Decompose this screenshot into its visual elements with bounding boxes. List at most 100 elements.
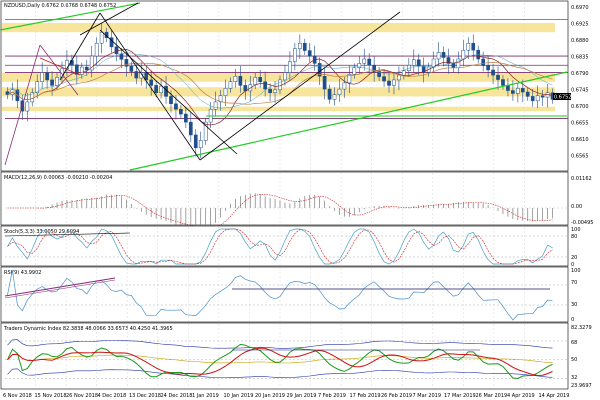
time-axis-label: 10 Jan 2019: [224, 393, 254, 399]
time-axis-label: 7 Mar 2019: [413, 393, 442, 399]
candle-body: [297, 42, 302, 49]
candle-body: [525, 91, 530, 97]
candle-body: [496, 74, 500, 80]
rsi-tick-0: 0: [571, 317, 574, 323]
candle-body: [198, 140, 203, 149]
stoch-tick-100: 100: [571, 227, 581, 233]
time-axis-label: 1 Jan 2019: [192, 393, 219, 399]
support-resistance-zone: [2, 72, 555, 82]
candle-body: [327, 88, 332, 100]
stochastic-pane[interactable]: Stoch(5,3,3) 33.0050 29.6094 100 80 20 0: [0, 225, 581, 268]
moving-average-slow: [7, 62, 553, 105]
time-axis-label: 14 Apr 2019: [539, 393, 570, 399]
candle-body: [75, 64, 79, 75]
candle-body: [124, 59, 129, 67]
candle-body: [55, 77, 59, 86]
trendlines[interactable]: [0, 2, 568, 171]
current-price-label: 0.6752: [554, 95, 572, 101]
candle-body: [283, 72, 287, 81]
macd-tick-zero: 0.00: [571, 204, 582, 210]
candle-body: [516, 88, 520, 94]
rsi-pane[interactable]: RSI(9) 43.9902 100 70 30 0: [0, 266, 581, 323]
candle-body: [367, 58, 372, 66]
candle-body: [35, 81, 40, 94]
candle-body: [352, 67, 357, 75]
time-axis-label: 17 Feb 2019: [350, 393, 381, 399]
tdi-tick-32: 32: [571, 375, 577, 381]
candle-body: [377, 71, 381, 77]
trendline: [39, 57, 81, 76]
candle-body: [94, 42, 99, 57]
candle-body: [411, 59, 416, 66]
tdi-pane[interactable]: Traders Dynamic Index 82.3838 48.0066 33…: [0, 322, 592, 390]
rsi-trendline-1[interactable]: [4, 277, 116, 297]
tdi-tick-bottom: 23.9697: [571, 383, 592, 389]
stoch-main-line: [7, 228, 553, 265]
candle-body: [347, 74, 352, 84]
stoch-tick-80: 80: [571, 234, 577, 240]
trendline: [99, 29, 238, 155]
candle-body: [278, 79, 282, 91]
rsi-tick-100: 100: [571, 268, 581, 274]
stoch-tick-0: 0: [571, 262, 574, 268]
candle-body: [511, 90, 515, 94]
candle-body: [238, 75, 243, 86]
rsi-tick-70: 70: [571, 280, 577, 286]
candle-body: [40, 72, 44, 82]
trendline: [0, 2, 141, 31]
candle-body: [129, 66, 134, 72]
candle-body: [174, 103, 178, 110]
candle-body: [466, 42, 471, 51]
candle-body: [273, 89, 277, 94]
candle-body: [382, 76, 386, 82]
candle-body: [293, 48, 297, 62]
stoch-signal-line: [7, 228, 553, 265]
price-axis-tick: 0.6655: [571, 121, 589, 127]
candle-body: [253, 77, 258, 85]
candle-body: [45, 72, 49, 81]
time-axis: 6 Nov 2018 15 Nov 2018 26 Nov 2018 4 Dec 20…: [3, 393, 569, 399]
price-axis-tick: 0.6700: [571, 104, 589, 110]
time-axis-label: 29 Jan 2019: [287, 393, 317, 399]
macd-tick-bottom: -0.00495: [571, 220, 593, 226]
time-axis-label: 4 Dec 2018: [98, 393, 127, 399]
candle-body: [99, 31, 104, 44]
candle-body: [302, 42, 307, 51]
candle-body: [392, 79, 396, 86]
current-price-tag: [553, 93, 571, 100]
candle-body: [149, 79, 154, 86]
candle-body: [520, 88, 525, 93]
time-axis-label: 15 Nov 2018: [35, 393, 67, 399]
candle-body: [342, 82, 347, 90]
candle-body: [397, 74, 401, 81]
candle-body: [288, 61, 292, 73]
macd-pane[interactable]: MACD(12,26,9) 0.00063 -0.00210 -0.00204 …: [0, 171, 593, 230]
candle-body: [332, 94, 337, 100]
trendline: [59, 12, 101, 81]
candle-body: [134, 71, 139, 79]
candle-body: [218, 95, 223, 103]
candle-body: [322, 75, 327, 90]
candle-body: [535, 95, 540, 102]
stoch-trendline[interactable]: [4, 232, 131, 237]
candle-body: [50, 79, 54, 86]
tdi-signal-line: [7, 347, 553, 377]
price-pane[interactable]: NZDUSD,Daily 0.6762 0.6768 0.6748 0.6752…: [0, 0, 589, 172]
time-axis-label: 4 Apr 2019: [507, 393, 535, 399]
trendline: [4, 44, 41, 166]
candle-body: [154, 85, 158, 94]
time-axis-label: 13 Dec 2018: [129, 393, 161, 399]
price-axis-tick: 0.6745: [571, 88, 589, 94]
candle-body: [486, 65, 490, 71]
price-axis-tick: 0.6565: [571, 154, 589, 160]
candle-body: [402, 70, 406, 76]
symbol-header: NZDUSD,Daily 0.6762 0.6768 0.6748 0.6752: [4, 3, 116, 9]
trendline: [199, 11, 401, 161]
tdi-tick-68: 68: [571, 340, 577, 346]
stoch-label: Stoch(5,3,3) 33.0050 29.6094: [4, 229, 79, 235]
rsi-trendline-2[interactable]: [4, 279, 116, 299]
stoch-tick-20: 20: [571, 255, 577, 261]
candle-body: [84, 66, 89, 71]
support-resistance-zone: [2, 106, 555, 112]
